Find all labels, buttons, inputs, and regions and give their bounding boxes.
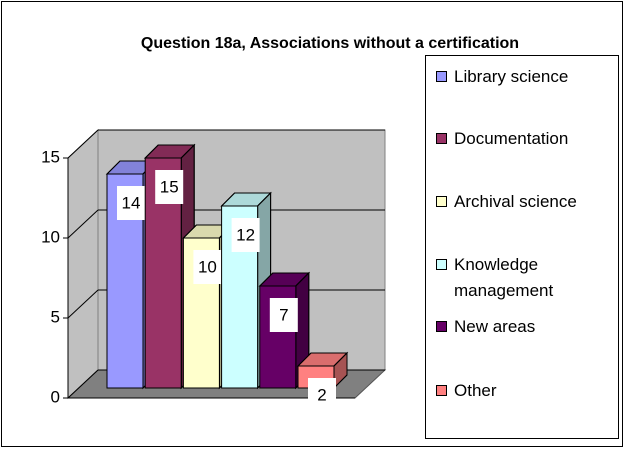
side-wall: [67, 128, 99, 400]
grid-line: [67, 369, 99, 399]
legend-label: New areas: [454, 317, 536, 336]
y-tick-label: 0: [51, 387, 60, 406]
legend-swatch: [436, 196, 447, 207]
legend-swatch: [436, 385, 447, 396]
legend-item: New areas: [436, 314, 618, 340]
data-label: 12: [236, 225, 255, 244]
legend-label: Knowledge management: [454, 255, 554, 300]
data-label: 10: [198, 257, 217, 276]
legend-item: Library science: [436, 64, 618, 90]
data-label-box: [308, 378, 336, 412]
legend-swatch: [436, 133, 447, 144]
y-tick-label: 5: [51, 307, 60, 326]
data-label-box: [155, 170, 184, 204]
grid-line: [67, 289, 99, 319]
legend-item: Documentation: [436, 126, 618, 152]
chart-title: Question 18a, Associations without a cer…: [140, 35, 520, 52]
legend-label: Archival science: [454, 192, 577, 211]
legend-label: Library science: [454, 67, 569, 86]
data-label-box: [269, 298, 298, 332]
data-label: 15: [160, 177, 179, 196]
data-label-box: [231, 218, 260, 252]
legend-label: Documentation: [454, 129, 569, 148]
legend-swatch: [436, 321, 447, 332]
legend-label: Other: [454, 381, 497, 400]
grid-line: [67, 209, 99, 239]
legend-item: Knowledge management: [436, 252, 618, 304]
y-tick-label: 15: [41, 147, 60, 166]
data-label: 2: [317, 385, 326, 404]
grid-line: [67, 129, 99, 159]
legend-swatch: [436, 71, 447, 82]
data-label: 7: [279, 305, 288, 324]
legend-item: Archival science: [436, 189, 618, 215]
data-label: 14: [122, 193, 141, 212]
legend-swatch: [436, 259, 447, 270]
y-tick-label: 10: [41, 227, 60, 246]
legend: Library science Documentation Archival sci…: [425, 55, 619, 439]
legend-item: Other: [436, 378, 618, 404]
data-label-box: [193, 250, 222, 284]
data-label-box: [117, 186, 145, 220]
